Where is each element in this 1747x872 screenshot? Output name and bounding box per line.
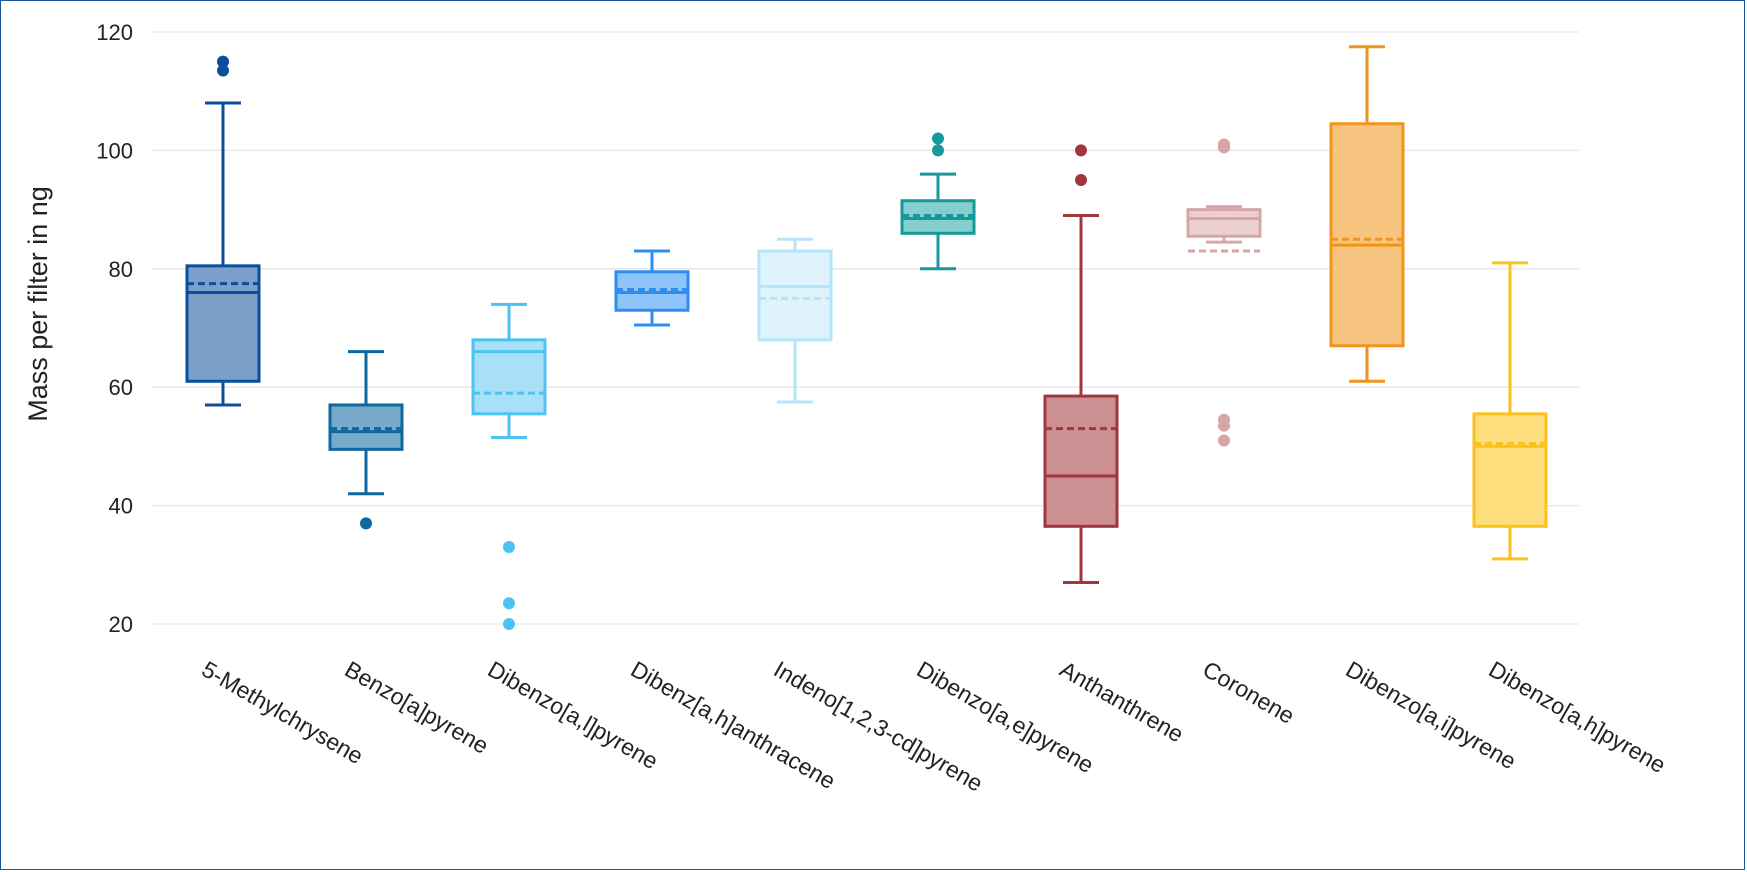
box-anthanthrene (1043, 144, 1119, 585)
x-tick-label-coronene: Coronene (1199, 656, 1299, 729)
box-dibenzo-a-e-pyrene (900, 132, 976, 271)
y-axis-title: Mass per filter in ng (23, 186, 53, 422)
outlier-point (1218, 138, 1230, 151)
x-axis-categories: 5-MethylchryseneBenzo[a]pyreneDibenzo[a,… (198, 656, 1671, 797)
iqr-box (1472, 412, 1548, 528)
outlier-point (932, 144, 944, 157)
box-coronene (1186, 138, 1262, 447)
outlier-point (503, 618, 515, 630)
box-indeno-1-2-3-cd-pyrene (757, 237, 833, 404)
box-dibenzo-a-h-pyrene (1472, 261, 1548, 561)
y-tick-label-80: 80 (109, 257, 133, 282)
y-tick-label-20: 20 (109, 612, 133, 637)
outlier-point (217, 64, 229, 77)
outlier-point (1218, 434, 1230, 447)
y-tick-label-120: 120 (96, 20, 133, 45)
y-tick-label-60: 60 (109, 375, 133, 400)
outlier-point (1075, 174, 1087, 186)
y-tick-label-40: 40 (109, 494, 133, 519)
outlier-point (1218, 413, 1230, 426)
outlier-point (217, 55, 229, 68)
outlier-point (503, 541, 515, 554)
outlier-point (932, 132, 944, 145)
iqr-box (757, 249, 833, 342)
box-dibenzo-a-l-pyrene (471, 302, 547, 630)
outlier-point (503, 597, 515, 610)
box-dibenzo-a-i-pyrene (1329, 45, 1405, 383)
box-5-methylchrysene (185, 55, 261, 407)
outlier-point (360, 517, 372, 530)
box-dibenz-a-h-anthracene (614, 249, 690, 327)
iqr-box (1043, 394, 1119, 528)
y-axis-ticks: 20 40 60 80 100 120 (96, 20, 133, 637)
boxes (185, 45, 1548, 630)
iqr-box (1329, 122, 1405, 348)
outlier-point (1075, 144, 1087, 157)
gridlines (151, 31, 1579, 625)
x-tick-label-anthanthrene: Anthanthrene (1056, 656, 1189, 748)
y-tick-label-100: 100 (96, 138, 133, 163)
x-tick-label-5-methylchrysene: 5-Methylchrysene (198, 656, 368, 769)
box-benzo-a-pyrene (328, 350, 404, 530)
iqr-box (1186, 208, 1262, 238)
